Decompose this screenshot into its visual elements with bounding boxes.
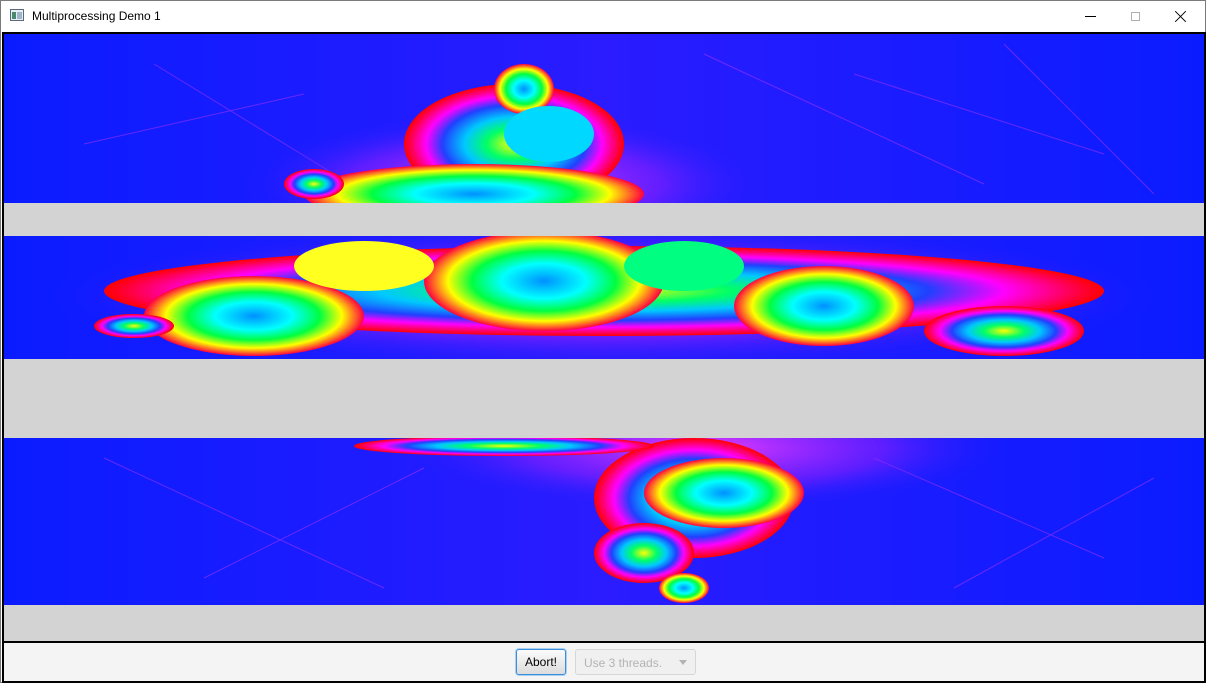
abort-button[interactable]: Abort! [516, 649, 566, 675]
close-button[interactable] [1158, 1, 1203, 32]
threads-select: Use 3 threads. [575, 649, 696, 675]
window-title: Multiprocessing Demo 1 [32, 9, 161, 23]
minimize-button[interactable] [1068, 1, 1113, 32]
chevron-down-icon [679, 660, 687, 665]
rendered-band [4, 438, 1204, 605]
maximize-icon [1131, 12, 1140, 21]
app-window-icon [10, 9, 24, 21]
maximize-button [1113, 1, 1158, 32]
rendered-band [4, 34, 1204, 203]
rendered-band [4, 236, 1204, 359]
minimize-icon [1085, 16, 1096, 17]
title-bar[interactable]: Multiprocessing Demo 1 [1, 1, 1205, 32]
close-icon [1174, 10, 1187, 23]
fractal-canvas [2, 32, 1206, 643]
control-bar: Abort! Use 3 threads. [2, 643, 1206, 683]
threads-select-value: Use 3 threads. [584, 656, 663, 670]
